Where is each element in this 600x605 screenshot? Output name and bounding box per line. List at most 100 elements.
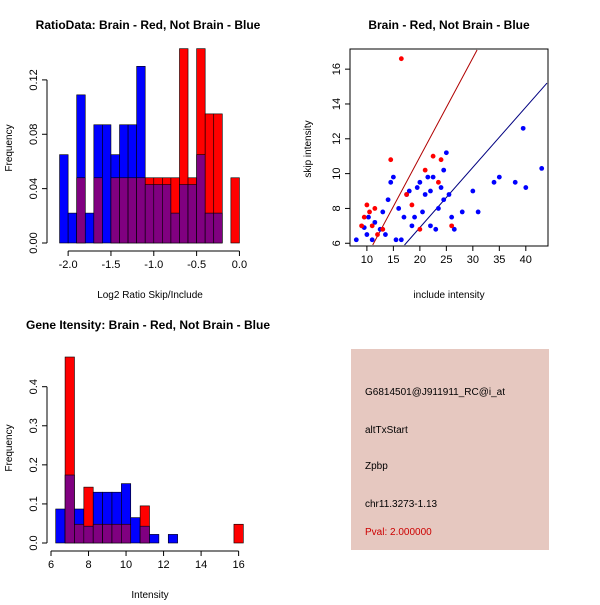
scatter-point-blue bbox=[401, 214, 407, 220]
ratio-histogram-axes: -2.0 -1.5 -1.0 -0.5 0.0 0.00 0.04 0.08 0.12 bbox=[28, 69, 247, 271]
ratio-bar-overlap bbox=[179, 184, 189, 244]
scatter-x-tick-label: 40 bbox=[520, 254, 532, 266]
scatter-point-blue bbox=[496, 174, 502, 180]
scatter-fit-lines bbox=[372, 49, 548, 246]
scatter-point-blue bbox=[388, 179, 394, 185]
scatter-point-blue bbox=[406, 188, 412, 194]
scatter-point-blue bbox=[417, 179, 423, 185]
pval-text: Pval: 2.000000 bbox=[365, 527, 432, 538]
gene-x-tick-label: 6 bbox=[48, 559, 54, 571]
gene-x-tick-label: 12 bbox=[157, 559, 169, 571]
scatter-point-blue bbox=[366, 214, 371, 220]
gene-bar-blue bbox=[130, 517, 141, 544]
scatter-red-fit-line bbox=[372, 49, 478, 246]
ratio-bar-overlap bbox=[127, 177, 137, 244]
gene-intensity-histogram: Gene Itensity: Brain - Red, Not Brain - … bbox=[4, 318, 270, 601]
scatter-point-blue bbox=[369, 237, 375, 243]
ratio-bar-overlap bbox=[153, 184, 163, 244]
gene-y-tick-label: 0.0 bbox=[28, 535, 40, 550]
scatter-point-blue bbox=[433, 226, 439, 232]
scatter-axes: 10 15 20 25 30 35 40 6 8 10 12 14 16 bbox=[331, 63, 532, 266]
scatter-points bbox=[353, 56, 545, 243]
scatter-point-red bbox=[375, 232, 380, 237]
scatter-x-tick-label: 15 bbox=[387, 254, 399, 266]
ratio-bar-overlap bbox=[196, 154, 206, 244]
ratio-histogram-ylabel: Frequency bbox=[4, 124, 15, 171]
scatter-point-blue bbox=[364, 232, 370, 237]
ratio-bar-blue bbox=[84, 212, 95, 244]
info-panel: G6814501@J911911_RC@i_at altTxStart Zpbp… bbox=[351, 349, 549, 550]
scatter-xlabel: include intensity bbox=[413, 290, 484, 301]
ratio-bar-overlap bbox=[110, 177, 120, 244]
scatter-point-blue bbox=[520, 125, 526, 131]
scatter-point-red bbox=[436, 179, 441, 185]
scatter-y-tick-label: 10 bbox=[331, 167, 343, 179]
gene-bar-blue bbox=[167, 534, 178, 544]
scatter-ylabel: skip intensity bbox=[303, 120, 314, 177]
scatter-x-tick-label: 10 bbox=[361, 254, 373, 266]
scatter-point-blue bbox=[390, 174, 396, 180]
scatter-point-red bbox=[372, 206, 378, 211]
scatter-point-blue bbox=[428, 223, 433, 229]
scatter-point-red bbox=[398, 56, 404, 62]
ratio-x-tick-label: -1.0 bbox=[144, 259, 163, 271]
ratio-x-tick-label: -0.5 bbox=[187, 259, 206, 271]
intensity-scatter: Brain - Red, Not Brain - Blue 10 15 20 25 30… bbox=[303, 18, 549, 301]
gene-bar-red bbox=[233, 523, 244, 544]
scatter-point-blue bbox=[459, 209, 465, 215]
ratio-bar-overlap bbox=[119, 177, 129, 244]
ratio-histogram-title: RatioData: Brain - Red, Not Brain - Blue bbox=[36, 18, 261, 32]
scatter-point-blue bbox=[420, 209, 425, 215]
gene-bar-blue bbox=[149, 534, 160, 544]
scatter-blue-fit-line bbox=[404, 82, 548, 246]
ratio-bar-overlap bbox=[136, 177, 146, 244]
scatter-point-blue bbox=[475, 209, 481, 215]
scatter-point-red bbox=[361, 214, 367, 220]
scatter-x-tick-label: 30 bbox=[467, 254, 479, 266]
ratio-histogram-xlabel: Log2 Ratio Skip/Include bbox=[97, 290, 203, 301]
ratio-bar-overlap bbox=[204, 212, 215, 244]
scatter-point-blue bbox=[372, 219, 378, 225]
scatter-point-blue bbox=[470, 188, 476, 194]
scatter-point-red bbox=[367, 209, 372, 215]
scatter-point-blue bbox=[385, 197, 391, 203]
scatter-point-red bbox=[449, 223, 455, 229]
scatter-point-blue bbox=[422, 192, 428, 197]
gene-y-tick-label: 0.3 bbox=[28, 418, 40, 433]
gene-histogram-xlabel: Intensity bbox=[131, 590, 168, 600]
gene-x-tick-label: 16 bbox=[232, 559, 244, 571]
ratio-x-tick-label: 0.0 bbox=[232, 259, 247, 271]
scatter-y-tick-label: 12 bbox=[331, 133, 343, 145]
scatter-y-tick-label: 16 bbox=[331, 63, 343, 75]
ratio-bar-overlap bbox=[76, 177, 86, 244]
gene-histogram-bars bbox=[55, 356, 244, 544]
scatter-point-blue bbox=[443, 150, 449, 156]
location-text: chr11.3273-1.13 bbox=[365, 499, 438, 510]
scatter-point-blue bbox=[398, 237, 404, 243]
scatter-point-blue bbox=[353, 237, 359, 243]
gene-bar-overlap bbox=[92, 523, 103, 544]
gene-y-tick-label: 0.4 bbox=[28, 379, 40, 394]
scatter-point-blue bbox=[539, 165, 545, 171]
ratio-bar-overlap bbox=[162, 184, 172, 244]
ratio-y-tick-label: 0.08 bbox=[28, 124, 40, 145]
scatter-plot-frame bbox=[349, 48, 549, 247]
scatter-title: Brain - Red, Not Brain - Blue bbox=[368, 18, 530, 32]
gene-bar-overlap bbox=[83, 525, 94, 544]
gene-bar-overlap bbox=[139, 525, 150, 544]
scatter-point-red bbox=[388, 157, 394, 163]
scatter-point-red bbox=[422, 167, 428, 173]
scatter-point-blue bbox=[409, 223, 415, 229]
gene-bar-overlap bbox=[64, 474, 75, 544]
scatter-point-red bbox=[417, 226, 423, 232]
scatter-point-blue bbox=[396, 206, 402, 211]
scatter-point-blue bbox=[449, 214, 455, 220]
scatter-point-red bbox=[369, 223, 375, 229]
scatter-point-blue bbox=[393, 237, 399, 243]
gene-name-text: Zpbp bbox=[365, 461, 388, 472]
scatter-point-blue bbox=[412, 214, 417, 220]
scatter-point-blue bbox=[441, 197, 447, 203]
scatter-point-red bbox=[364, 202, 370, 208]
gene-bar-overlap bbox=[111, 523, 122, 544]
scatter-point-blue bbox=[491, 179, 497, 185]
